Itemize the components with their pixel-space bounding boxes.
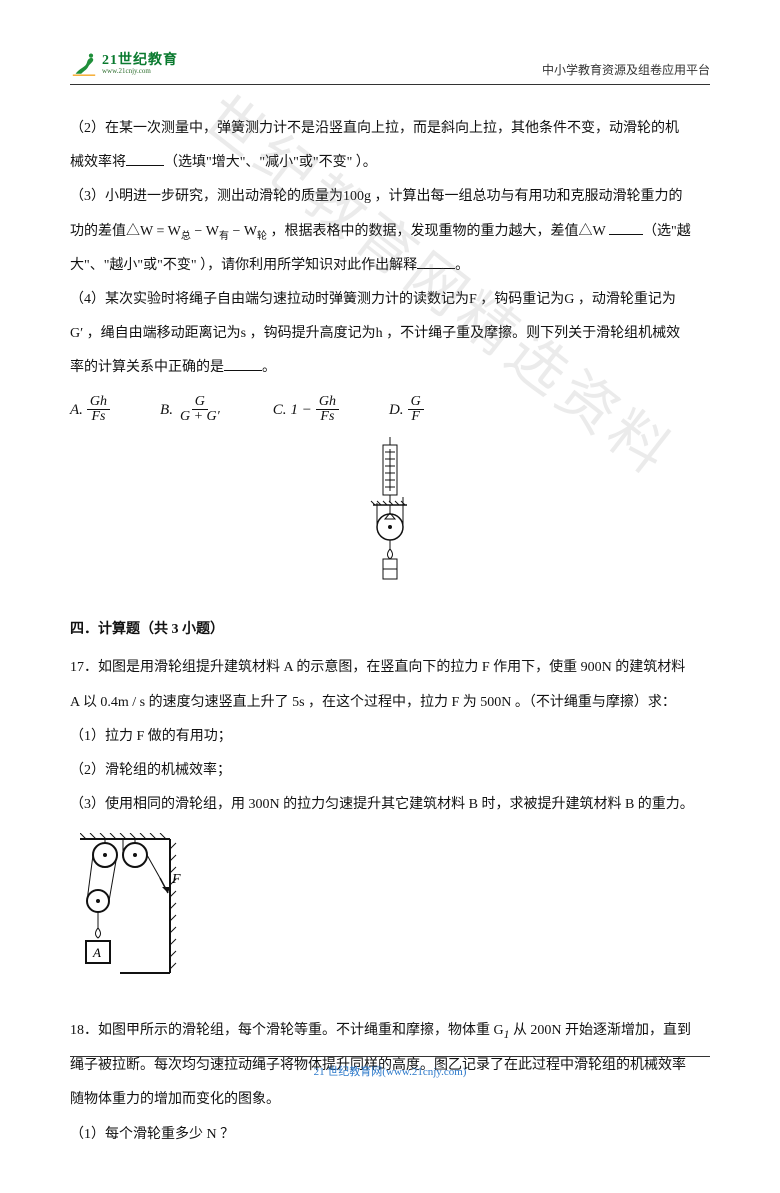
body-content: （2）在某一次测量中，弹簧测力计不是沿竖直向上拉，而是斜向上拉，其他条件不变，动… bbox=[70, 113, 710, 1151]
blank-q3b bbox=[417, 255, 455, 269]
option-d: D. GF bbox=[389, 393, 424, 428]
opt-a-num: Gh bbox=[87, 395, 110, 411]
q18-sub1: （1）每个滑轮重多少 N ？ bbox=[70, 1119, 710, 1151]
opt-d-den: F bbox=[408, 410, 423, 425]
page-footer: 21 世纪教育网(www.21cnjy.com) bbox=[0, 1056, 780, 1079]
opt-b-label: B. bbox=[160, 393, 173, 428]
option-b: B. GG + G′ bbox=[160, 393, 223, 428]
q4-line1: （4）某次实验时将绳子自由端匀速拉动时弹簧测力计的读数记为F ，钩码重记为G ，… bbox=[70, 284, 710, 316]
q3-l2-c: − W bbox=[229, 224, 257, 239]
opt-c-label: C. bbox=[273, 393, 287, 428]
page-header: 21世纪教育 www.21cnjy.com 中小学教育资源及组卷应用平台 bbox=[70, 50, 710, 85]
blank-q4 bbox=[224, 357, 262, 371]
q4-options: A. GhFs B. GG + G′ C. 1 − GhFs D. GF bbox=[70, 393, 710, 428]
section-4-title: 四．计算题（共 3 小题） bbox=[70, 614, 710, 646]
blank-q2 bbox=[126, 152, 164, 166]
q4-l3-a: 率的计算关系中正确的是 bbox=[70, 360, 224, 375]
q18-line1: 18．如图甲所示的滑轮组，每个滑轮等重。不计绳重和摩擦，物体重 G1 从 200… bbox=[70, 1015, 710, 1049]
q3-l2-e: （选"越 bbox=[643, 224, 691, 239]
q3-line2: 功的差值△W = W总 − W有 − W轮 ，根据表格中的数据，发现重物的重力越… bbox=[70, 216, 710, 248]
blank-q3a bbox=[609, 221, 643, 235]
q3-l3-a: 大"、"越小"或"不变" ），请你利用所学知识对此作出解释 bbox=[70, 258, 417, 273]
opt-b-den: G + G′ bbox=[177, 410, 223, 425]
figure-pulley-system-a: F A bbox=[80, 833, 710, 996]
q2-text-b: （选填"增大"、"减小"或"不变" ）。 bbox=[164, 155, 377, 170]
header-subtitle: 中小学教育资源及组卷应用平台 bbox=[542, 61, 710, 78]
opt-c-prefix: 1 − bbox=[290, 393, 311, 428]
figure-spring-pulley bbox=[70, 437, 710, 600]
q3-l2-b: − W bbox=[191, 224, 219, 239]
q3-sub2: 有 bbox=[219, 230, 229, 241]
q4-line2: G′ ，绳自由端移动距离记为s ，钩码提升高度记为h ，不计绳子重及摩擦。则下列… bbox=[70, 318, 710, 350]
q3-l2-a: 功的差值△W = W bbox=[70, 224, 181, 239]
opt-a-den: Fs bbox=[88, 410, 108, 425]
q3-line3: 大"、"越小"或"不变" ），请你利用所学知识对此作出解释 。 bbox=[70, 250, 710, 282]
q18-l1-a: 18．如图甲所示的滑轮组，每个滑轮等重。不计绳重和摩擦，物体重 G bbox=[70, 1023, 504, 1038]
svg-text:A: A bbox=[92, 945, 101, 960]
opt-c-den: Fs bbox=[317, 410, 337, 425]
q2-line1: （2）在某一次测量中，弹簧测力计不是沿竖直向上拉，而是斜向上拉，其他条件不变，动… bbox=[70, 113, 710, 145]
opt-d-label: D. bbox=[389, 393, 404, 428]
opt-a-label: A. bbox=[70, 393, 83, 428]
runner-icon bbox=[70, 50, 98, 78]
q18-line3: 随物体重力的增加而变化的图象。 bbox=[70, 1084, 710, 1116]
opt-c-num: Gh bbox=[316, 395, 339, 411]
q3-l2-d: ，根据表格中的数据，发现重物的重力越大，差值△W bbox=[267, 224, 609, 239]
option-c: C. 1 − GhFs bbox=[273, 393, 339, 428]
q2-text-a: 械效率将 bbox=[70, 155, 126, 170]
q4-l3-b: 。 bbox=[262, 360, 276, 375]
logo: 21世纪教育 www.21cnjy.com bbox=[70, 50, 178, 78]
logo-text-zh: 21世纪教育 bbox=[102, 54, 178, 68]
q3-sub1: 总 bbox=[181, 230, 191, 241]
q17-sub3: （3）使用相同的滑轮组，用 300N 的拉力匀速提升其它建筑材料 B 时，求被提… bbox=[70, 789, 710, 821]
q3-sub3: 轮 bbox=[257, 230, 267, 241]
q17-line1: 17．如图是用滑轮组提升建筑材料 A 的示意图，在竖直向下的拉力 F 作用下，使… bbox=[70, 652, 710, 684]
q2-line2: 械效率将 （选填"增大"、"减小"或"不变" ）。 bbox=[70, 147, 710, 179]
logo-text-url: www.21cnjy.com bbox=[102, 68, 178, 75]
option-a: A. GhFs bbox=[70, 393, 110, 428]
q17-line2: A 以 0.4m / s 的速度匀速竖直上升了 5s ，在这个过程中，拉力 F … bbox=[70, 687, 710, 719]
q4-line3: 率的计算关系中正确的是 。 bbox=[70, 352, 710, 384]
q17-sub1: （1）拉力 F 做的有用功； bbox=[70, 721, 710, 753]
q18-l1-b: 从 200N 开始逐渐增加，直到 bbox=[509, 1023, 691, 1038]
q17-sub2: （2）滑轮组的机械效率； bbox=[70, 755, 710, 787]
opt-b-num: G bbox=[192, 395, 208, 411]
q3-line1: （3）小明进一步研究，测出动滑轮的质量为100g ，计算出每一组总功与有用功和克… bbox=[70, 181, 710, 213]
opt-d-num: G bbox=[408, 395, 424, 411]
q3-l3-b: 。 bbox=[455, 258, 469, 273]
footer-text: 21 世纪教育网(www.21cnjy.com) bbox=[314, 1066, 467, 1078]
